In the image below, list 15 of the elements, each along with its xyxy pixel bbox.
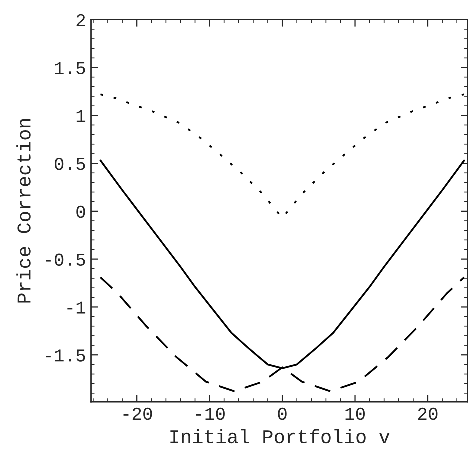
y-axis-title: Price Correction bbox=[16, 119, 31, 303]
y-tick-label: 0.5 bbox=[54, 158, 86, 170]
y-tick-label: 1 bbox=[76, 110, 86, 122]
y-tick-label: 1.5 bbox=[55, 62, 86, 74]
y-tick-label: -1.5 bbox=[46, 350, 86, 362]
y-tick-label: 0 bbox=[76, 206, 86, 218]
x-axis-title: Initial Portfolio v bbox=[170, 429, 390, 444]
y-tick-label: -1 bbox=[68, 302, 86, 314]
x-tick-label: 10 bbox=[346, 408, 365, 420]
x-tick-label: 0 bbox=[278, 408, 287, 420]
x-tick-label: 20 bbox=[418, 408, 438, 420]
x-tick-label: -10 bbox=[196, 408, 225, 420]
x-tick-label: -20 bbox=[124, 408, 152, 420]
y-tick-label: -0.5 bbox=[46, 254, 86, 266]
y-tick-label: 2 bbox=[76, 14, 86, 26]
